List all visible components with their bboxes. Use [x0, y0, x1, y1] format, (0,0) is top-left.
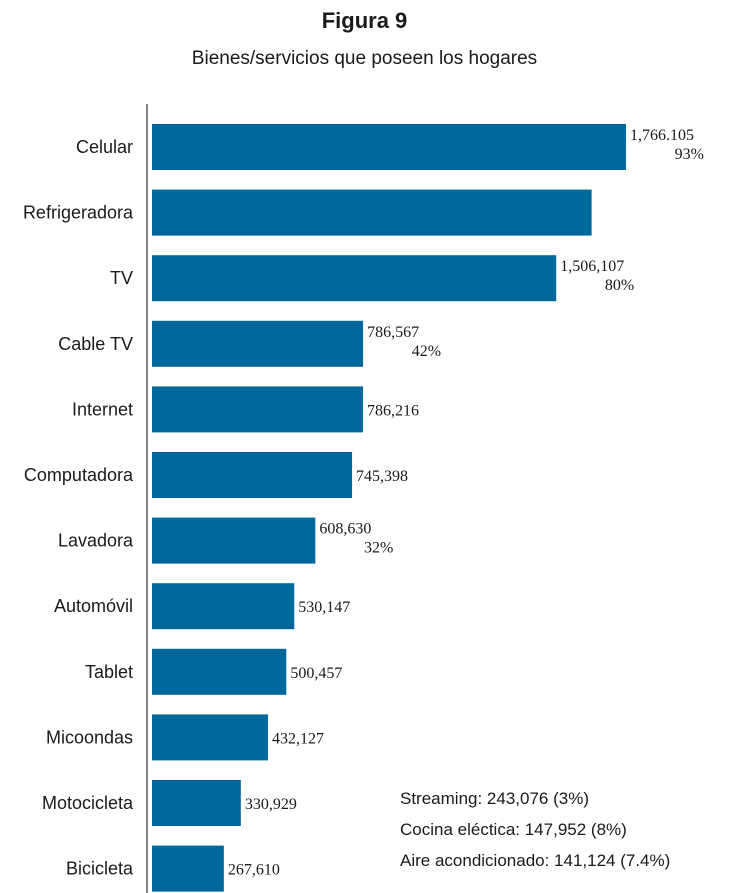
category-label: Micoondas	[46, 727, 133, 747]
bar	[152, 124, 626, 170]
chart-subtitle: Bienes/servicios que poseen los hogares	[191, 48, 538, 69]
percent-label: 32%	[364, 540, 393, 557]
chart-title: Figura 9	[321, 8, 408, 33]
value-label: 500,457	[290, 665, 342, 682]
bar	[152, 780, 241, 826]
value-label: 530,147	[298, 599, 350, 616]
value-label: 608,630	[319, 521, 371, 538]
value-label: 267,610	[228, 862, 280, 879]
value-label: 432,127	[272, 730, 324, 747]
category-label: Computadora	[24, 465, 134, 485]
percent-label: 80%	[605, 277, 634, 294]
bar	[152, 648, 287, 695]
category-label: Automóvil	[54, 596, 133, 616]
bar	[152, 845, 224, 892]
note-aire: Aire acondicionado: 141,124 (7.4%)	[400, 851, 671, 870]
category-label: Celular	[76, 137, 133, 157]
value-label: 1,506,107	[560, 258, 624, 275]
bar	[152, 714, 268, 761]
value-label: 1,766.105	[630, 127, 694, 144]
bar	[152, 452, 353, 498]
value-label: 330,929	[245, 796, 297, 813]
value-label: 745,398	[356, 468, 408, 485]
note-streaming: Streaming: 243,076 (3%)	[400, 789, 589, 808]
value-label: 786,216	[367, 402, 419, 419]
percent-label: 42%	[412, 343, 441, 360]
category-label: Refrigeradora	[23, 203, 134, 223]
category-label: Motocicleta	[42, 793, 134, 813]
note-cocina: Cocina eléctica: 147,952 (8%)	[400, 820, 627, 839]
bar	[152, 583, 295, 630]
bar	[152, 517, 316, 564]
bar	[152, 320, 364, 367]
category-label: Bicicleta	[66, 859, 134, 879]
bar	[152, 189, 592, 236]
bar	[152, 386, 364, 433]
notes-box: Streaming: 243,076 (3%) Cocina eléctica:…	[400, 783, 670, 876]
percent-label: 93%	[675, 146, 704, 163]
category-label: TV	[110, 268, 133, 288]
category-label: Tablet	[85, 662, 133, 682]
category-label: Lavadora	[58, 531, 134, 551]
category-label: Internet	[72, 399, 133, 419]
bar	[152, 255, 557, 302]
value-label: 786,567	[367, 324, 419, 341]
category-label: Cable TV	[58, 334, 133, 354]
